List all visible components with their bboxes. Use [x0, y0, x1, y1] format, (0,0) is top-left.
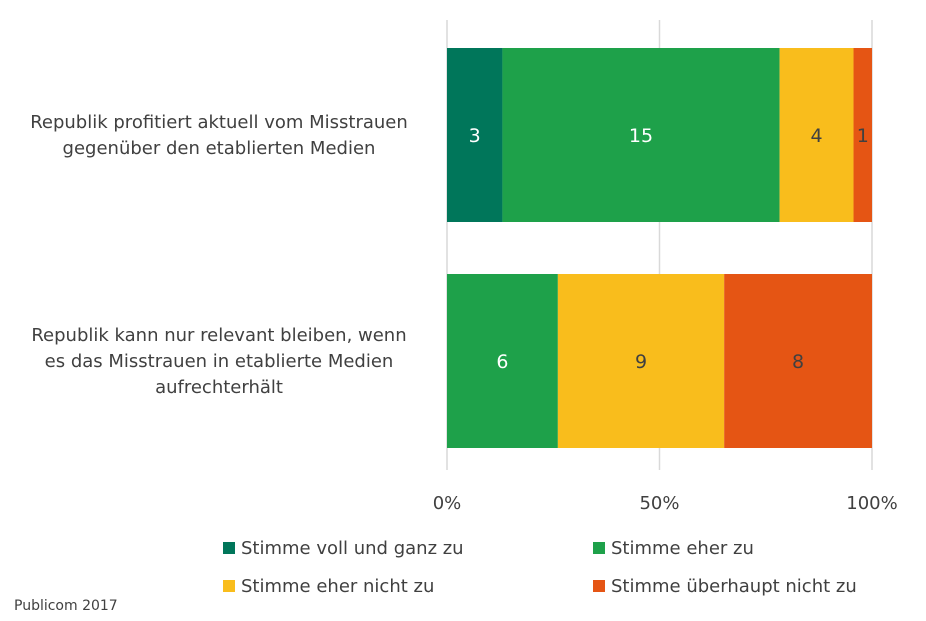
legend-label: Stimme voll und ganz zu	[241, 538, 464, 559]
bar-segment	[853, 48, 872, 222]
bar-segment	[557, 274, 725, 448]
legend-label: Stimme überhaupt nicht zu	[611, 576, 857, 597]
data-label: 6	[496, 351, 508, 373]
x-tick-label: 50%	[639, 493, 679, 514]
legend-swatch	[223, 542, 235, 554]
data-label: 4	[811, 125, 823, 147]
bar-segment	[779, 48, 854, 222]
bars: 3 15 4 1 6 9 8	[447, 48, 872, 448]
source-note: Publicom 2017	[14, 598, 118, 614]
legend-label: Stimme eher nicht zu	[241, 576, 434, 597]
legend-swatch	[223, 580, 235, 592]
category-label: Republik profitiert aktuell vom Misstrau…	[30, 112, 408, 159]
legend: Stimme voll und ganz zu Stimme eher zu Sti…	[223, 538, 857, 597]
bar-segment	[447, 274, 558, 448]
data-label: 3	[469, 125, 481, 147]
data-label: 1	[857, 125, 869, 147]
data-label: 15	[629, 125, 653, 147]
data-label: 8	[792, 351, 804, 373]
legend-swatch	[593, 542, 605, 554]
category-label: Republik kann nur relevant bleiben, wenn…	[31, 325, 406, 398]
category-labels: Republik profitiert aktuell vom Misstrau…	[30, 112, 408, 398]
x-axis-ticks: 0% 50% 100%	[433, 493, 898, 514]
bar-segment	[724, 274, 872, 448]
bar-segment	[502, 48, 780, 222]
data-label: 9	[635, 351, 647, 373]
legend-label: Stimme eher zu	[611, 538, 754, 559]
x-tick-label: 0%	[433, 493, 462, 514]
x-tick-label: 100%	[846, 493, 897, 514]
bar-segment	[447, 48, 503, 222]
legend-swatch	[593, 580, 605, 592]
